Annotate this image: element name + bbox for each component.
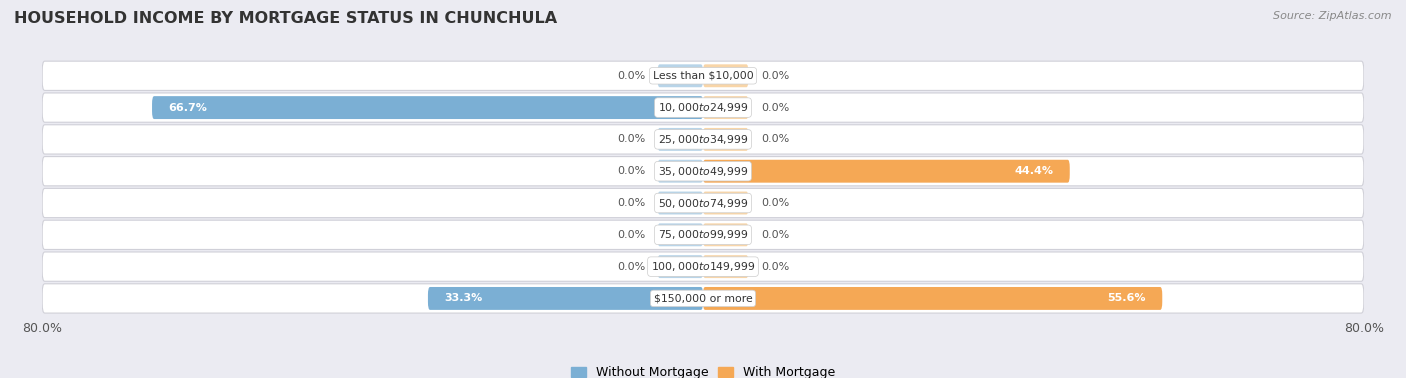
- Text: Less than $10,000: Less than $10,000: [652, 71, 754, 81]
- FancyBboxPatch shape: [703, 287, 1163, 310]
- FancyBboxPatch shape: [703, 128, 748, 151]
- Text: $25,000 to $34,999: $25,000 to $34,999: [658, 133, 748, 146]
- FancyBboxPatch shape: [658, 255, 703, 278]
- Text: $150,000 or more: $150,000 or more: [654, 293, 752, 304]
- FancyBboxPatch shape: [658, 192, 703, 214]
- Text: Source: ZipAtlas.com: Source: ZipAtlas.com: [1274, 11, 1392, 21]
- Text: 0.0%: 0.0%: [761, 71, 789, 81]
- Text: 0.0%: 0.0%: [617, 230, 645, 240]
- FancyBboxPatch shape: [703, 223, 748, 246]
- Text: 0.0%: 0.0%: [761, 135, 789, 144]
- Text: 0.0%: 0.0%: [617, 198, 645, 208]
- Text: 55.6%: 55.6%: [1108, 293, 1146, 304]
- Text: 0.0%: 0.0%: [617, 135, 645, 144]
- FancyBboxPatch shape: [658, 223, 703, 246]
- Text: HOUSEHOLD INCOME BY MORTGAGE STATUS IN CHUNCHULA: HOUSEHOLD INCOME BY MORTGAGE STATUS IN C…: [14, 11, 557, 26]
- FancyBboxPatch shape: [42, 188, 1364, 218]
- FancyBboxPatch shape: [703, 64, 748, 87]
- FancyBboxPatch shape: [152, 96, 703, 119]
- Text: 0.0%: 0.0%: [617, 262, 645, 272]
- FancyBboxPatch shape: [42, 284, 1364, 313]
- Text: 0.0%: 0.0%: [761, 262, 789, 272]
- FancyBboxPatch shape: [658, 128, 703, 151]
- FancyBboxPatch shape: [42, 252, 1364, 281]
- FancyBboxPatch shape: [42, 93, 1364, 122]
- Text: $10,000 to $24,999: $10,000 to $24,999: [658, 101, 748, 114]
- Text: $35,000 to $49,999: $35,000 to $49,999: [658, 165, 748, 178]
- Text: 66.7%: 66.7%: [169, 102, 208, 113]
- FancyBboxPatch shape: [42, 61, 1364, 90]
- FancyBboxPatch shape: [42, 125, 1364, 154]
- Text: $75,000 to $99,999: $75,000 to $99,999: [658, 228, 748, 241]
- Text: $50,000 to $74,999: $50,000 to $74,999: [658, 197, 748, 209]
- Text: 0.0%: 0.0%: [761, 198, 789, 208]
- Text: 0.0%: 0.0%: [617, 71, 645, 81]
- Text: 0.0%: 0.0%: [761, 102, 789, 113]
- FancyBboxPatch shape: [703, 96, 748, 119]
- Text: 33.3%: 33.3%: [444, 293, 482, 304]
- Text: $100,000 to $149,999: $100,000 to $149,999: [651, 260, 755, 273]
- Text: 0.0%: 0.0%: [617, 166, 645, 176]
- FancyBboxPatch shape: [703, 255, 748, 278]
- FancyBboxPatch shape: [703, 160, 1070, 183]
- FancyBboxPatch shape: [703, 192, 748, 214]
- FancyBboxPatch shape: [42, 220, 1364, 249]
- FancyBboxPatch shape: [427, 287, 703, 310]
- FancyBboxPatch shape: [658, 64, 703, 87]
- FancyBboxPatch shape: [42, 156, 1364, 186]
- Text: 44.4%: 44.4%: [1014, 166, 1053, 176]
- Text: 0.0%: 0.0%: [761, 230, 789, 240]
- FancyBboxPatch shape: [658, 160, 703, 183]
- Legend: Without Mortgage, With Mortgage: Without Mortgage, With Mortgage: [565, 361, 841, 378]
